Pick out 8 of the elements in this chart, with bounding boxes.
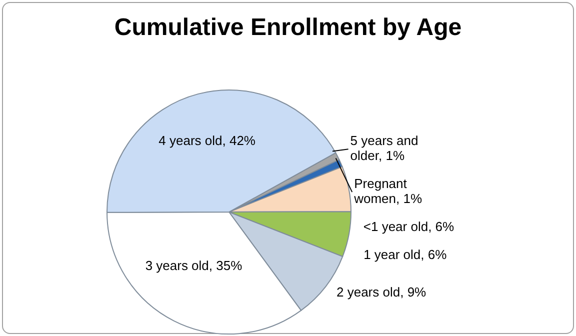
slice-label: 3 years old, 35% (145, 258, 243, 274)
slice-label: 4 years old, 42% (158, 134, 256, 149)
chart-title: Cumulative Enrollment by Age (113, 14, 463, 42)
slice-label: <1 year old, 6% (363, 220, 455, 235)
slice-label: 1 year old, 6% (364, 248, 448, 263)
slice-label: Pregnant women, 1% (353, 176, 422, 207)
slice-label: 5 years and older, 1% (350, 134, 418, 164)
slice-label: 2 years old, 9% (336, 285, 427, 300)
